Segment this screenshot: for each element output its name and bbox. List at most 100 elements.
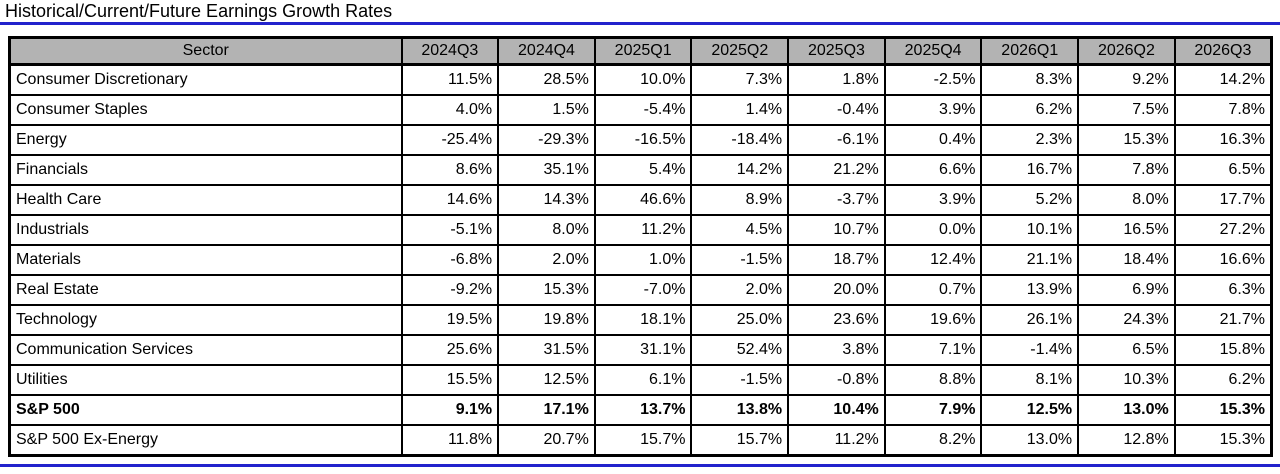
value-cell: 18.1% (593, 304, 693, 336)
value-cell: -25.4% (400, 124, 500, 156)
value-cell: 11.8% (400, 424, 500, 457)
value-cell: 15.3% (1077, 124, 1176, 156)
value-cell: 15.8% (1173, 334, 1273, 366)
value-cell: 25.6% (400, 334, 500, 366)
value-cell: 28.5% (497, 63, 596, 96)
column-header-sector: Sector (8, 36, 403, 66)
value-cell: 24.3% (1077, 304, 1176, 336)
sector-cell: Consumer Discretionary (8, 63, 403, 96)
table-header: Sector 2024Q3 2024Q4 2025Q1 2025Q2 2025Q3 2025… (8, 36, 1273, 66)
value-cell: 2.3% (980, 124, 1080, 156)
value-cell: 12.5% (497, 364, 596, 396)
value-cell: 17.7% (1173, 184, 1273, 216)
value-cell: 6.9% (1077, 274, 1176, 306)
value-cell: 15.7% (593, 424, 693, 457)
value-cell: -16.5% (593, 124, 693, 156)
value-cell: 6.6% (883, 154, 983, 186)
value-cell: -6.1% (787, 124, 886, 156)
value-cell: 5.4% (593, 154, 693, 186)
value-cell: 31.1% (593, 334, 693, 366)
value-cell: 15.5% (400, 364, 500, 396)
value-cell: -2.5% (883, 63, 983, 96)
value-cell: 16.7% (980, 154, 1080, 186)
value-cell: 16.6% (1173, 244, 1273, 276)
sector-cell: Energy (8, 124, 403, 156)
value-cell: 13.7% (593, 394, 693, 426)
value-cell: 13.9% (980, 274, 1080, 306)
value-cell: 13.8% (690, 394, 790, 426)
value-cell: -29.3% (497, 124, 596, 156)
table-row: Consumer Staples 4.0% 1.5% -5.4% 1.4% -0.4% 3.… (8, 94, 1273, 126)
value-cell: -5.1% (400, 214, 500, 246)
table-row: Financials 8.6% 35.1% 5.4% 14.2% 21.2% 6.6% 16.… (8, 154, 1273, 186)
value-cell: 12.4% (883, 244, 983, 276)
sector-cell: S&P 500 (8, 394, 403, 426)
value-cell: 2.0% (690, 274, 790, 306)
value-cell: 8.0% (497, 214, 596, 246)
table-row: Industrials -5.1% 8.0% 11.2% 4.5% 10.7% 0.0% 10… (8, 214, 1273, 246)
value-cell: 17.1% (497, 394, 596, 426)
value-cell: 4.0% (400, 94, 500, 126)
value-cell: -9.2% (400, 274, 500, 306)
value-cell: 8.1% (980, 364, 1080, 396)
value-cell: 19.6% (883, 304, 983, 336)
value-cell: 25.0% (690, 304, 790, 336)
value-cell: 19.5% (400, 304, 500, 336)
value-cell: 3.9% (883, 94, 983, 126)
sector-cell: Industrials (8, 214, 403, 246)
value-cell: 15.7% (690, 424, 790, 457)
value-cell: 27.2% (1173, 214, 1273, 246)
sector-cell: Technology (8, 304, 403, 336)
value-cell: 52.4% (690, 334, 790, 366)
value-cell: 21.7% (1173, 304, 1273, 336)
value-cell: 15.3% (1173, 424, 1273, 457)
value-cell: 1.4% (690, 94, 790, 126)
column-header-2026q2: 2026Q2 (1077, 36, 1176, 66)
value-cell: 8.8% (883, 364, 983, 396)
sector-cell: Health Care (8, 184, 403, 216)
value-cell: 6.5% (1173, 154, 1273, 186)
value-cell: 8.2% (883, 424, 983, 457)
column-header-2026q3: 2026Q3 (1173, 36, 1273, 66)
value-cell: 10.0% (593, 63, 693, 96)
table-row: Utilities 15.5% 12.5% 6.1% -1.5% -0.8% 8.8% 8.1… (8, 364, 1273, 396)
value-cell: -6.8% (400, 244, 500, 276)
value-cell: -3.7% (787, 184, 886, 216)
page-title: Historical/Current/Future Earnings Growt… (5, 1, 393, 21)
value-cell: 8.9% (690, 184, 790, 216)
value-cell: 10.4% (787, 394, 886, 426)
value-cell: 0.0% (883, 214, 983, 246)
value-cell: 6.2% (980, 94, 1080, 126)
value-cell: 16.5% (1077, 214, 1176, 246)
value-cell: 7.8% (1173, 94, 1273, 126)
value-cell: 7.3% (690, 63, 790, 96)
value-cell: 19.8% (497, 304, 596, 336)
value-cell: 18.4% (1077, 244, 1176, 276)
value-cell: -0.4% (787, 94, 886, 126)
value-cell: 8.6% (400, 154, 500, 186)
table-row: Technology 19.5% 19.8% 18.1% 25.0% 23.6% 19.6%… (8, 304, 1273, 336)
value-cell: 31.5% (497, 334, 596, 366)
value-cell: 14.2% (690, 154, 790, 186)
value-cell: 1.0% (593, 244, 693, 276)
sector-cell: Communication Services (8, 334, 403, 366)
value-cell: 4.5% (690, 214, 790, 246)
value-cell: 9.1% (400, 394, 500, 426)
sector-cell: Materials (8, 244, 403, 276)
value-cell: 12.5% (980, 394, 1080, 426)
value-cell: -1.4% (980, 334, 1080, 366)
value-cell: 12.8% (1077, 424, 1176, 457)
table-row: S&P 500 Ex-Energy 11.8% 20.7% 15.7% 15.7% 11.… (8, 424, 1273, 457)
value-cell: 14.2% (1173, 63, 1273, 96)
value-cell: 21.1% (980, 244, 1080, 276)
value-cell: 1.8% (787, 63, 886, 96)
sector-cell: Real Estate (8, 274, 403, 306)
value-cell: 20.7% (497, 424, 596, 457)
value-cell: 6.1% (593, 364, 693, 396)
column-header-2026q1: 2026Q1 (980, 36, 1080, 66)
value-cell: 6.2% (1173, 364, 1273, 396)
value-cell: 11.5% (400, 63, 500, 96)
value-cell: 2.0% (497, 244, 596, 276)
table-row: Communication Services 25.6% 31.5% 31.1% 52.… (8, 334, 1273, 366)
